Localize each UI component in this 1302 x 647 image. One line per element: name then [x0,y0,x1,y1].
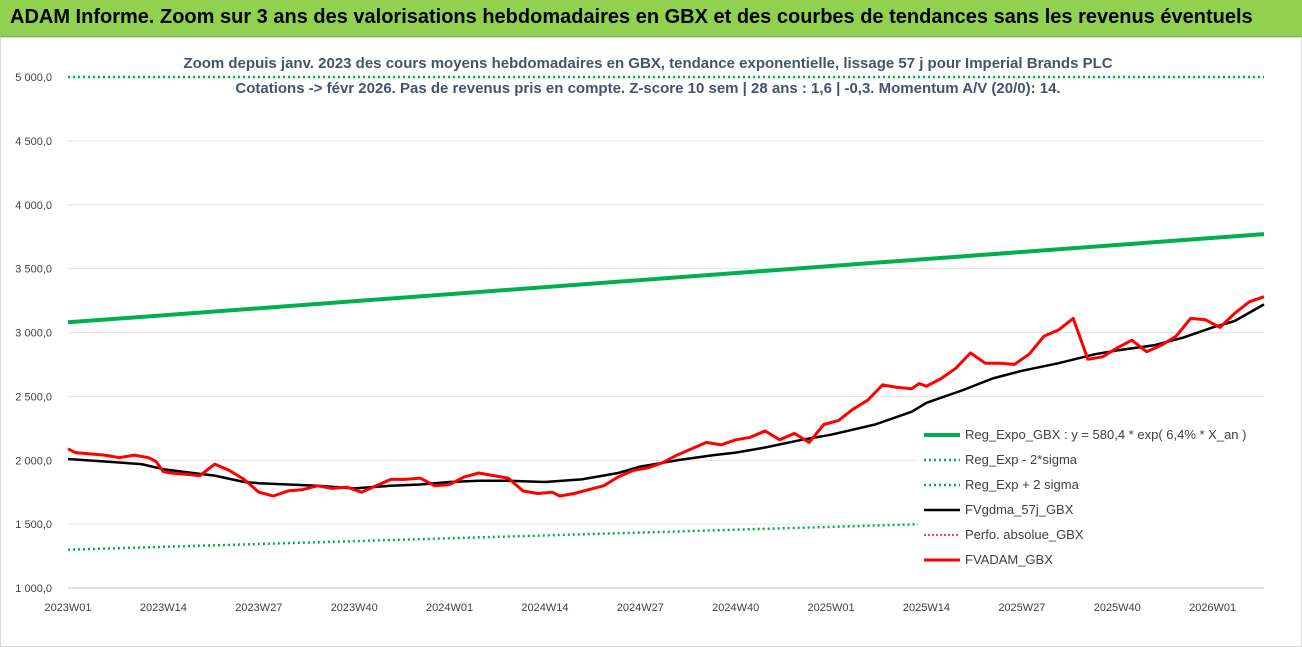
x-tick-label: 2024W40 [712,602,759,614]
x-tick-label: 2025W27 [998,602,1045,614]
legend-label-reg_hi: Reg_Exp + 2 sigma [965,477,1080,492]
series-line-fvadam [67,295,1265,498]
legend-label-fvadam: FVADAM_GBX [965,552,1053,567]
series-lines [67,75,1265,551]
legend: Reg_Expo_GBX : y = 580,4 * exp( 6,4% * X… [918,420,1264,576]
x-tick-label: 2023W01 [44,602,91,614]
x-tick-label: 2024W14 [521,602,568,614]
legend-label-fvgdma: FVgdma_57j_GBX [965,502,1074,517]
x-tick-label: 2025W01 [808,602,855,614]
legend-box [918,420,1264,576]
x-tick-label: 2023W40 [331,602,378,614]
legend-label-perfo: Perfo. absolue_GBX [965,527,1084,542]
legend-label-reg_lo: Reg_Exp - 2*sigma [965,452,1078,467]
header-banner: ADAM Informe. Zoom sur 3 ans des valoris… [0,0,1302,37]
y-tick-label: 2 000,0 [15,455,52,467]
x-tick-label: 2025W14 [903,602,950,614]
x-tick-label: 2023W27 [235,602,282,614]
legend-label-reg_expo: Reg_Expo_GBX : y = 580,4 * exp( 6,4% * X… [965,427,1246,442]
x-tick-label: 2024W27 [617,602,664,614]
series-line-reg_expo [67,232,1265,325]
x-axis: 2023W01 2023W14 2023W27 2023W40 2024W01 2024W… [44,587,1264,614]
y-tick-label: 3 000,0 [15,328,52,340]
chart-subtitle: Cotations -> févr 2026. Pas de revenus p… [235,80,1060,97]
y-tick-label: 4 500,0 [15,136,52,148]
y-tick-label: 3 500,0 [15,264,52,276]
y-tick-label: 4 000,0 [15,200,52,212]
x-tick-label: 2024W01 [426,602,473,614]
header-title: ADAM Informe. Zoom sur 3 ans des valoris… [10,6,1253,28]
y-axis: 1 000,0 1 500,0 2 000,0 2 500,0 3 000,0 3 500… [15,72,52,595]
x-tick-label: 2023W14 [140,602,187,614]
y-tick-label: 5 000,0 [15,72,52,84]
x-tick-label: 2025W40 [1094,602,1141,614]
x-tick-label: 2026W01 [1189,602,1236,614]
grid-lines [68,76,1264,589]
chart-title: Zoom depuis janv. 2023 des cours moyens … [183,55,1112,72]
y-tick-label: 1 500,0 [15,519,52,531]
y-tick-label: 2 500,0 [15,391,52,403]
y-tick-label: 1 000,0 [15,583,52,595]
